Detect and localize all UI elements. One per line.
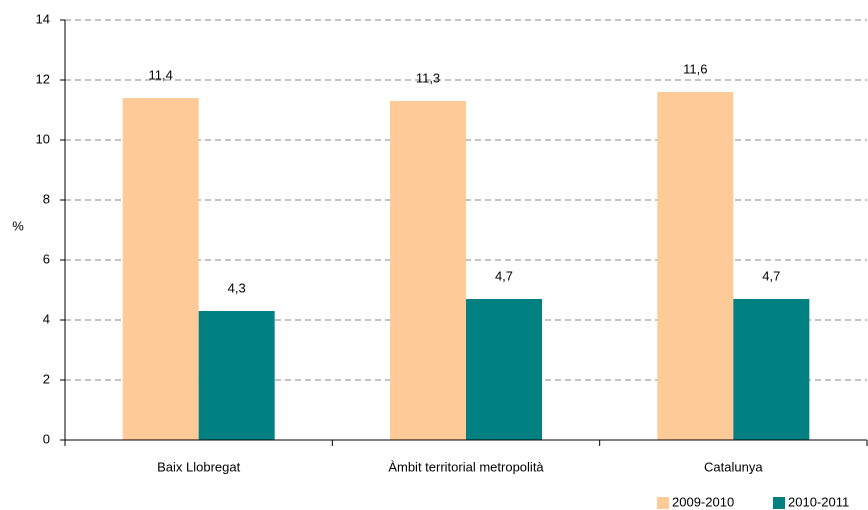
legend-label: 2010-2011 xyxy=(788,494,849,509)
y-tick-label: 10 xyxy=(36,131,50,146)
value-label: 11,4 xyxy=(148,67,172,82)
x-tick-label: Catalunya xyxy=(704,459,763,474)
y-tick-label: 8 xyxy=(43,191,50,206)
y-tick-label: 12 xyxy=(36,71,50,86)
bar xyxy=(390,101,466,440)
value-label: 4,7 xyxy=(762,268,780,283)
bar xyxy=(122,98,199,440)
y-tick-label: 0 xyxy=(43,431,50,446)
value-label: 4,7 xyxy=(495,268,513,283)
bar xyxy=(466,299,542,440)
y-tick-label: 2 xyxy=(43,371,50,386)
y-tick-label: 4 xyxy=(43,311,50,326)
value-label: 11,6 xyxy=(683,61,707,76)
x-tick-label: Baix Llobregat xyxy=(157,459,240,474)
bar xyxy=(657,92,734,440)
bar xyxy=(198,311,275,440)
legend-label: 2009-2010 xyxy=(672,494,734,509)
x-tick-label: Àmbit territorial metropolità xyxy=(388,459,544,474)
y-tick-label: 14 xyxy=(36,11,50,26)
legend-swatch xyxy=(773,497,785,509)
bar xyxy=(733,299,810,440)
y-axis-label: % xyxy=(12,218,24,233)
y-tick-label: 6 xyxy=(43,251,50,266)
value-label: 4,3 xyxy=(228,280,246,295)
value-label: 11,3 xyxy=(416,70,440,85)
legend-swatch xyxy=(657,497,669,509)
